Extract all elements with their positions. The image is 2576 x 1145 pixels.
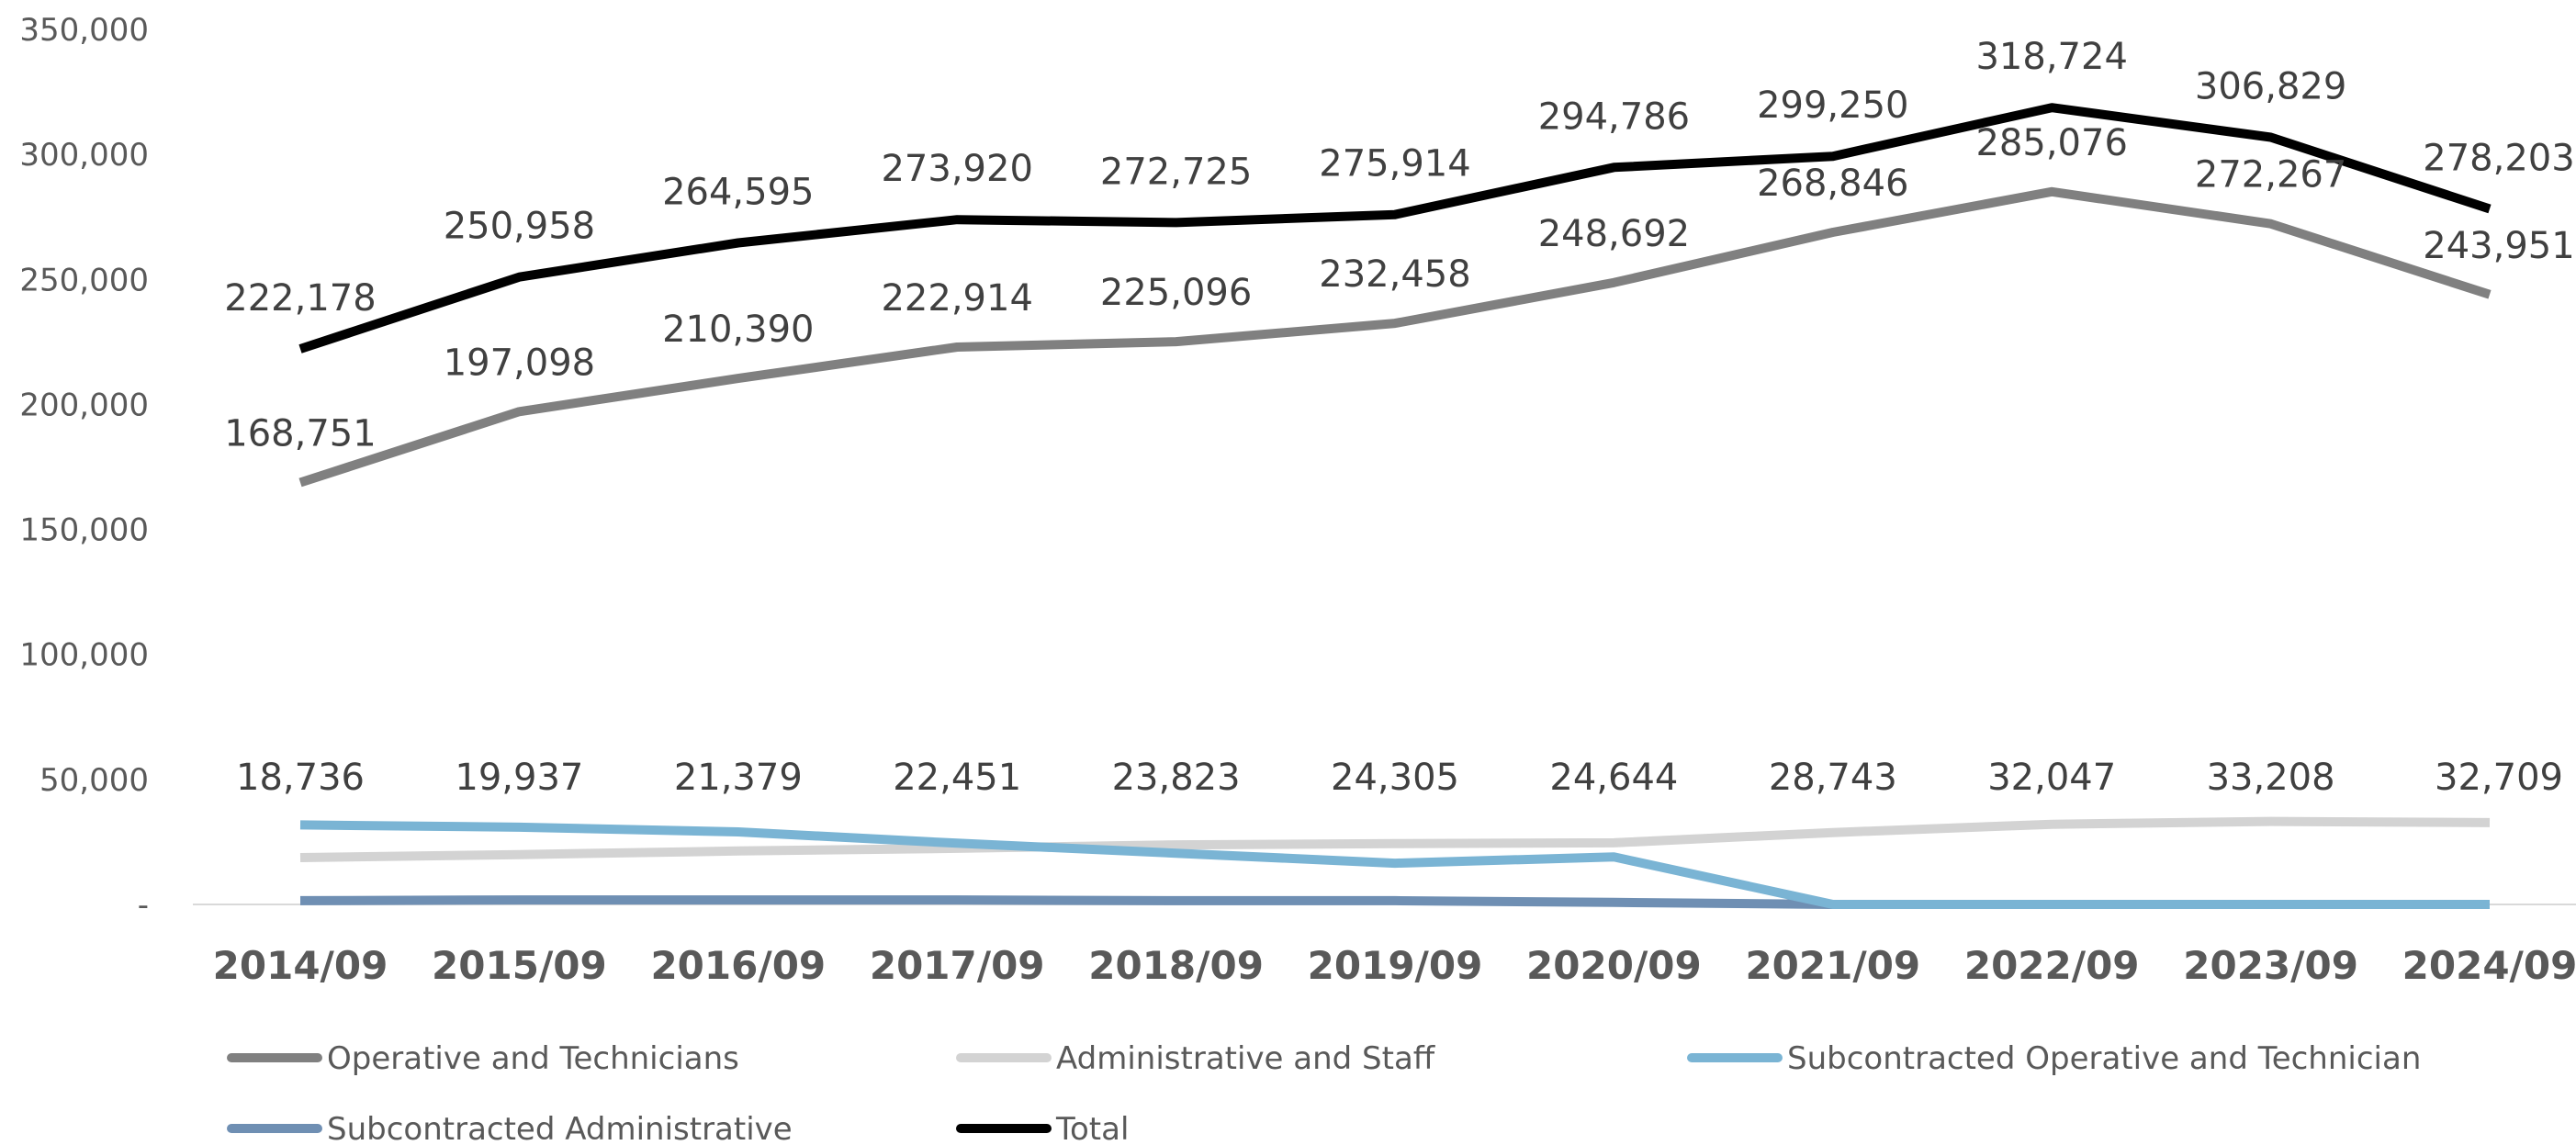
y-tick-label: 250,000 [19,262,149,298]
x-axis-ticks: 2014/09 2015/09 2016/09 2017/09 2018/09 2019/… [213,943,2576,988]
data-label: 248,692 [1538,213,1690,255]
data-label: 168,751 [224,413,376,455]
data-label: 232,458 [1319,253,1470,296]
y-tick-label: 150,000 [19,512,149,549]
series-line [299,820,2490,909]
x-tick-label: 2022/09 [1964,943,2140,988]
x-tick-label: 2016/09 [650,943,826,988]
data-label: 18,736 [236,757,365,799]
x-tick-label: 2014/09 [213,943,388,988]
data-label: 272,267 [2195,154,2346,196]
data-label: 197,098 [444,342,595,384]
y-tick-label: 100,000 [19,637,149,674]
x-tick-label: 2020/09 [1526,943,1702,988]
data-label: 24,644 [1549,757,1678,799]
data-label: 22,451 [893,757,1021,799]
x-tick-label: 2019/09 [1308,943,1483,988]
y-tick-label: 50,000 [39,762,149,799]
data-label: 32,047 [1987,757,2116,799]
data-label: 294,786 [1538,95,1690,138]
series-line [298,103,2492,354]
x-tick-label: 2017/09 [870,943,1045,988]
x-tick-label: 2015/09 [432,943,607,988]
data-label: 272,725 [1100,151,1252,193]
data-label: 23,823 [1112,757,1241,799]
data-label: 33,208 [2207,757,2335,799]
data-label: 273,920 [881,148,1032,190]
data-label: 21,379 [674,757,803,799]
legend-label: Administrative and Staff [1056,1040,1436,1077]
x-tick-label: 2024/09 [2402,943,2576,988]
series-line [298,186,2492,488]
data-label: 264,595 [662,172,814,214]
x-tick-label: 2023/09 [2183,943,2358,988]
data-label: 222,178 [224,277,376,320]
data-label: 299,250 [1757,84,1908,127]
legend-label: Subcontracted Administrative [327,1111,793,1145]
data-label: 19,937 [455,757,583,799]
y-tick-label: - [138,887,149,924]
data-label: 24,305 [1331,757,1459,799]
data-label: 32,709 [2435,757,2563,799]
data-label: 210,390 [662,309,814,351]
series-line [299,816,2491,862]
y-axis-ticks: - 50,000 100,000 150,000 200,000 250,000 300,0… [19,12,149,924]
data-label: 275,914 [1319,143,1470,185]
data-label: 318,724 [1975,36,2127,78]
data-labels: 168,751 197,098 210,390 222,914 225,096 232,4… [224,36,2574,799]
data-label: 285,076 [1975,122,2127,164]
data-label: 268,846 [1757,163,1908,205]
data-label: 243,951 [2423,225,2574,267]
data-label: 306,829 [2195,66,2346,108]
data-label: 225,096 [1100,272,1252,314]
data-label: 28,743 [1769,757,1897,799]
legend-label: Operative and Technicians [327,1040,739,1077]
legend-label: Subcontracted Operative and Technician [1787,1040,2421,1077]
series-lines [298,103,2492,909]
y-tick-label: 200,000 [19,387,149,423]
y-tick-label: 350,000 [19,12,149,49]
legend: Operative and Technicians Administrative … [227,1040,2421,1145]
data-label: 250,958 [444,206,595,248]
data-label: 278,203 [2423,137,2574,179]
data-label: 222,914 [881,277,1032,320]
y-tick-label: 300,000 [19,137,149,174]
x-tick-label: 2018/09 [1088,943,1264,988]
legend-label: Total [1055,1111,1129,1145]
x-tick-label: 2021/09 [1745,943,1920,988]
